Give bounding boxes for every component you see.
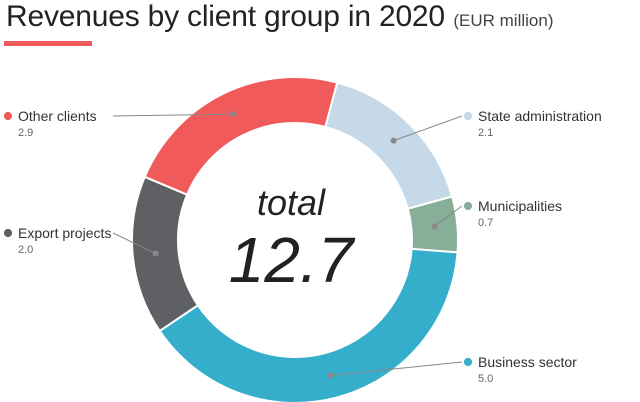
legend-label: Business sector [478, 354, 577, 370]
leader-line [112, 232, 156, 254]
legend-value: 0.7 [478, 217, 493, 229]
leader-dot [431, 223, 438, 230]
legend-value: 2.0 [18, 244, 33, 256]
leader-line [330, 361, 463, 376]
leader-line [112, 113, 234, 117]
leader-dot [230, 111, 237, 118]
legend-marker [463, 201, 473, 211]
legend-value: 2.1 [478, 127, 493, 139]
legend-marker [3, 111, 13, 121]
legend-label: Other clients [18, 108, 97, 124]
donut-slice-other-clients [143, 76, 339, 196]
center-total-value: 12.7 [229, 224, 356, 296]
chart-subtitle: (EUR million) [453, 11, 554, 30]
chart-title-row: Revenues by client group in 2020 (EUR mi… [6, 0, 553, 34]
legend-value: 5.0 [478, 373, 493, 385]
legend-marker [463, 357, 473, 367]
legend-label: State administration [478, 108, 602, 124]
center-total-label: total [257, 182, 326, 223]
title-underline [4, 41, 92, 46]
donut-slice-business-sector [158, 247, 459, 402]
chart-title: Revenues by client group in 2020 [6, 0, 445, 33]
leader-dot [327, 372, 334, 379]
legend-value: 2.9 [18, 127, 33, 139]
legend-label: Municipalities [478, 198, 562, 214]
donut-slices [131, 76, 459, 402]
leader-line [434, 205, 463, 227]
legend-marker [3, 228, 13, 238]
donut-slice-export-projects [131, 175, 200, 333]
leader-dot [390, 137, 397, 144]
chart-legend: State administration 2.1 Municipalities 0.7… [3, 108, 602, 385]
leader-dot [152, 250, 159, 257]
donut-slice-state-administration [324, 81, 454, 211]
leader-line [393, 115, 463, 142]
legend-label: Export projects [18, 225, 111, 241]
legend-marker [463, 111, 473, 121]
